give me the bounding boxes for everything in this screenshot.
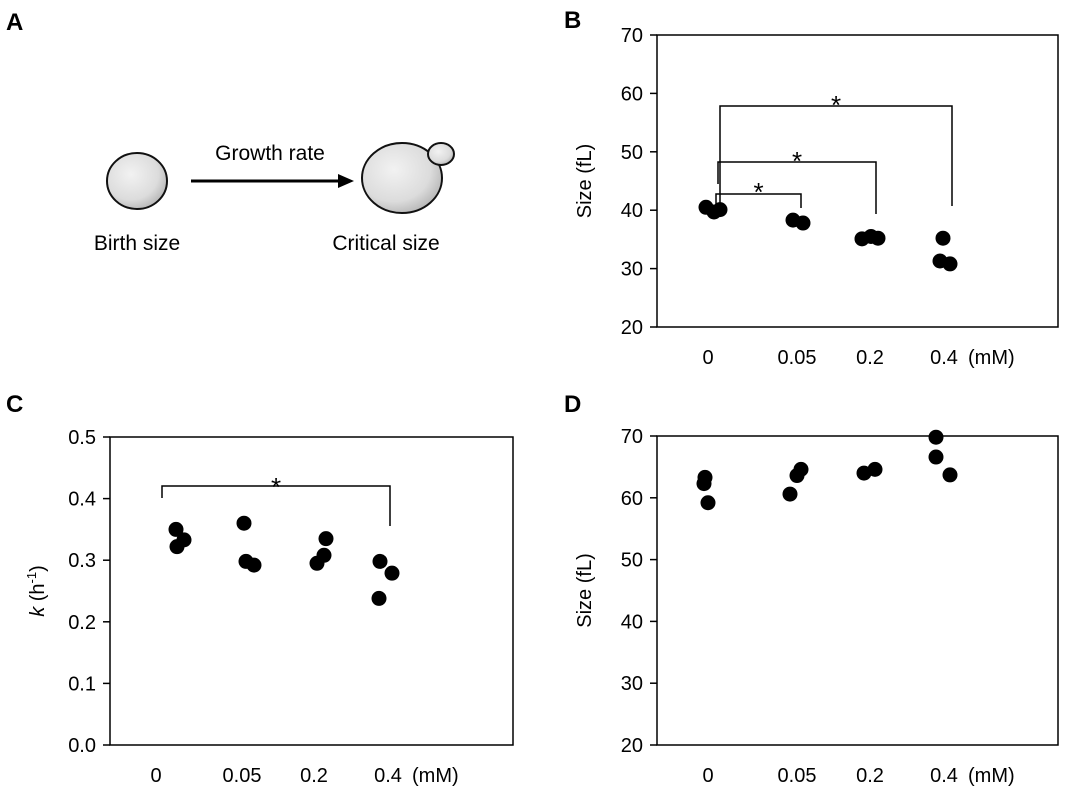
x-category-label: 0.2 bbox=[856, 347, 884, 369]
x-category-label: 0.05 bbox=[778, 347, 817, 369]
birth-cell bbox=[106, 152, 168, 210]
y-axis-title: k (h-1) bbox=[24, 565, 49, 617]
x-category-label: 0.2 bbox=[300, 765, 328, 787]
y-tick-label: 0.0 bbox=[68, 735, 96, 757]
x-unit-label: (mM) bbox=[968, 347, 1015, 369]
data-point bbox=[318, 531, 334, 547]
critical-size-label: Critical size bbox=[332, 232, 439, 255]
chart-c: 0.0 0.1 0.2 0.3 0.4 0.5 k (h-1) 0 0.05 0.2 0.4 (mM)… bbox=[24, 427, 514, 787]
significance-star: * bbox=[753, 177, 763, 207]
data-point bbox=[856, 465, 872, 481]
y-tick-label: 20 bbox=[621, 735, 643, 757]
y-tick-label: 0.5 bbox=[68, 427, 96, 449]
y-tick-label: 30 bbox=[621, 259, 643, 281]
data-point bbox=[371, 590, 387, 606]
data-point bbox=[942, 467, 958, 483]
y-axis-title: Size (fL) bbox=[574, 553, 596, 627]
panel-a-diagram: Growth rate Birth size Critical size bbox=[94, 142, 455, 255]
panel-label-c: C bbox=[6, 391, 23, 418]
chart-d: 20 30 40 50 60 70 Size (fL) 0 0.05 0.2 0.4 (mM) bbox=[574, 426, 1059, 787]
x-category-label: 0.05 bbox=[778, 765, 817, 787]
x-category-label: 0 bbox=[702, 347, 713, 369]
birth-size-label: Birth size bbox=[94, 232, 180, 255]
data-point bbox=[246, 557, 262, 573]
panel-label-d: D bbox=[564, 391, 581, 418]
data-point bbox=[236, 515, 252, 531]
y-tick-label: 30 bbox=[621, 673, 643, 695]
bud-cell bbox=[427, 142, 455, 166]
y-tick-label: 60 bbox=[621, 488, 643, 510]
data-point bbox=[176, 532, 192, 548]
significance-bracket bbox=[715, 193, 802, 208]
plot-frame-c bbox=[109, 436, 514, 746]
x-category-label: 0.4 bbox=[930, 347, 958, 369]
y-tick-label: 70 bbox=[621, 25, 643, 47]
data-point bbox=[870, 230, 886, 246]
plot-frame-b bbox=[656, 34, 1059, 328]
significance-star: * bbox=[831, 90, 841, 120]
x-unit-label: (mM) bbox=[968, 765, 1015, 787]
x-category-label: 0 bbox=[702, 765, 713, 787]
panel-label-a: A bbox=[6, 9, 23, 36]
x-category-label: 0 bbox=[150, 765, 161, 787]
significance-bracket bbox=[719, 105, 953, 206]
growth-rate-label: Growth rate bbox=[215, 142, 325, 165]
y-tick-label: 60 bbox=[621, 83, 643, 105]
data-point bbox=[928, 429, 944, 445]
critical-cell bbox=[361, 142, 443, 214]
x-category-label: 0.4 bbox=[930, 765, 958, 787]
panel-label-b: B bbox=[564, 7, 581, 34]
significance-star: * bbox=[271, 472, 281, 502]
data-point bbox=[309, 555, 325, 571]
significance-bracket bbox=[161, 485, 391, 526]
plot-frame-d bbox=[656, 435, 1059, 746]
y-axis-title: Size (fL) bbox=[574, 144, 596, 218]
data-point bbox=[935, 230, 951, 246]
x-unit-label: (mM) bbox=[412, 765, 459, 787]
y-tick-label: 0.1 bbox=[68, 673, 96, 695]
y-tick-label: 50 bbox=[621, 142, 643, 164]
data-point bbox=[782, 486, 798, 502]
growth-arrow-head bbox=[338, 174, 354, 188]
x-category-label: 0.4 bbox=[374, 765, 402, 787]
x-category-label: 0.05 bbox=[223, 765, 262, 787]
data-point bbox=[712, 202, 728, 218]
y-tick-label: 50 bbox=[621, 550, 643, 572]
y-tick-label: 0.2 bbox=[68, 612, 96, 634]
data-point bbox=[789, 468, 805, 484]
y-tick-label: 70 bbox=[621, 426, 643, 448]
data-point bbox=[700, 495, 716, 511]
significance-bracket bbox=[717, 161, 877, 214]
data-point bbox=[168, 521, 184, 537]
y-tick-label: 40 bbox=[621, 200, 643, 222]
data-point bbox=[696, 476, 712, 492]
data-point bbox=[384, 565, 400, 581]
significance-star: * bbox=[792, 146, 802, 176]
data-point bbox=[372, 553, 388, 569]
x-category-label: 0.2 bbox=[856, 765, 884, 787]
y-tick-label: 0.3 bbox=[68, 550, 96, 572]
y-tick-label: 20 bbox=[621, 317, 643, 339]
data-point bbox=[942, 256, 958, 272]
y-tick-label: 0.4 bbox=[68, 489, 96, 511]
y-tick-label: 40 bbox=[621, 611, 643, 633]
data-point bbox=[928, 449, 944, 465]
data-point bbox=[795, 215, 811, 231]
chart-b: 20 30 40 50 60 70 Size (fL) 0 0.05 0.2 0.4 (mM) * * * bbox=[574, 25, 1059, 369]
